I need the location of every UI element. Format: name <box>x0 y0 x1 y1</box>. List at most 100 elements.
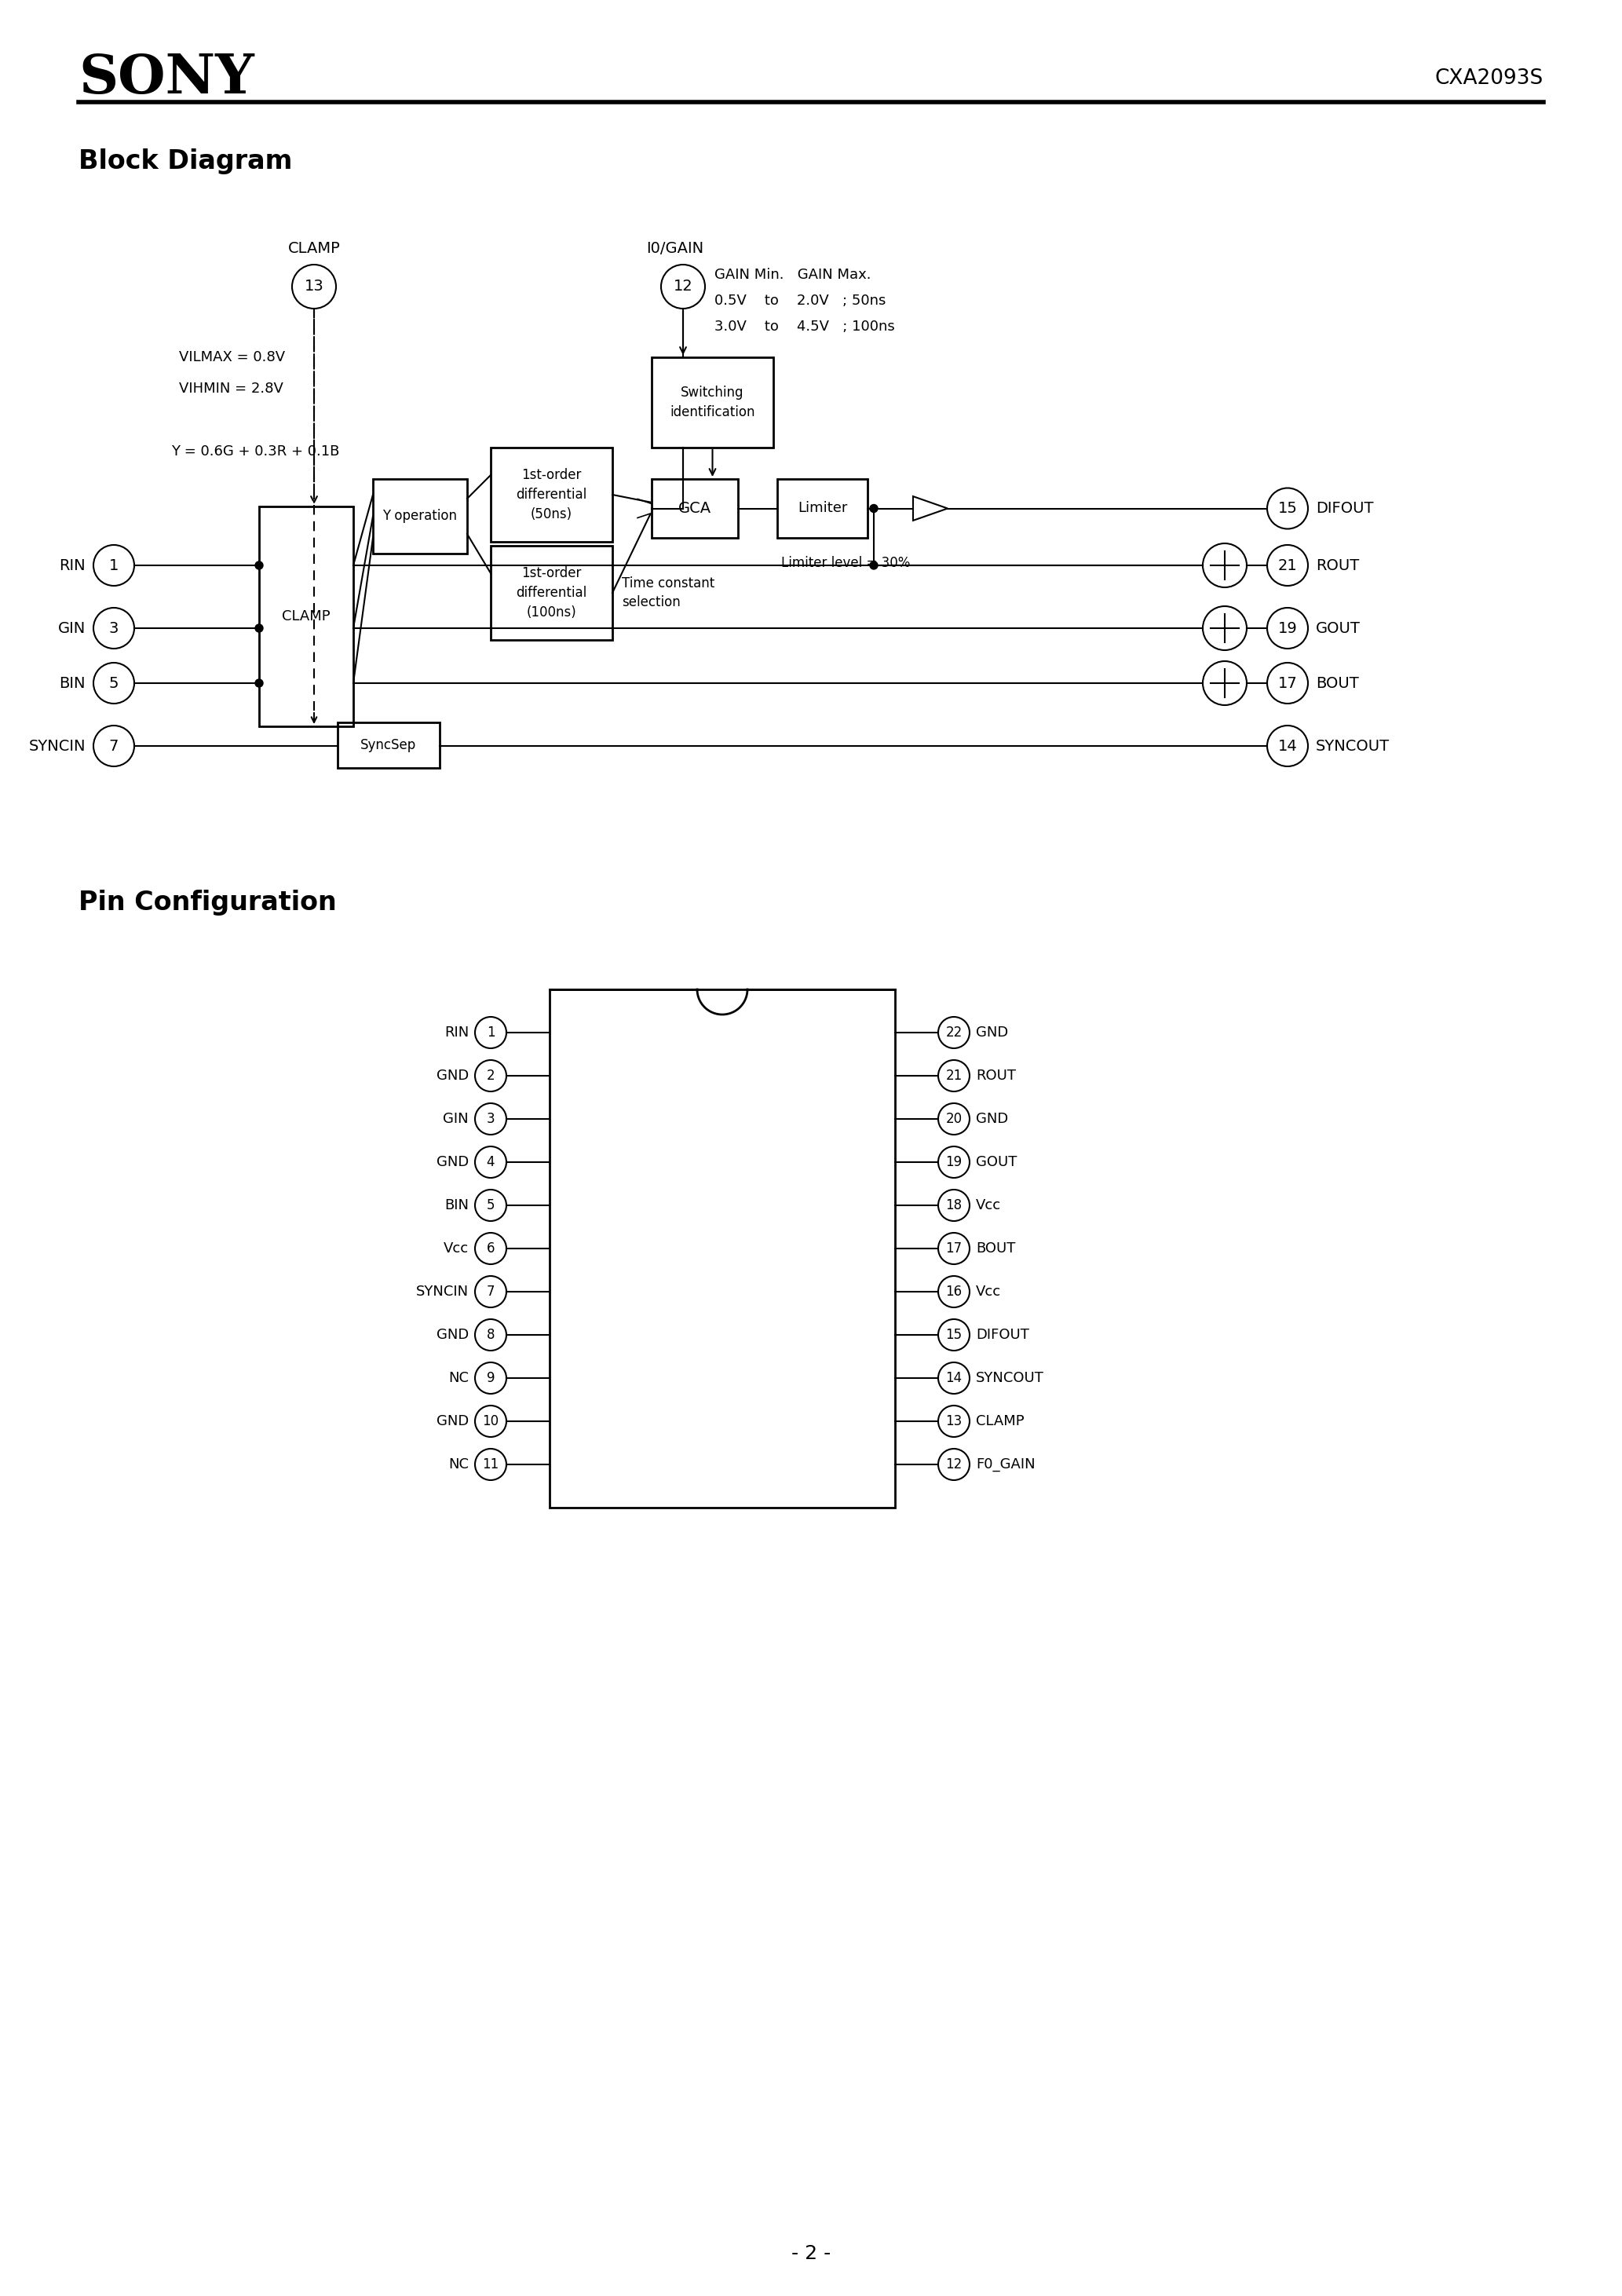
Text: GND: GND <box>436 1414 469 1428</box>
Text: Vcc: Vcc <box>976 1199 1001 1212</box>
Circle shape <box>255 563 263 569</box>
Text: 16: 16 <box>946 1286 962 1300</box>
Text: 7: 7 <box>109 739 118 753</box>
Text: GND: GND <box>436 1068 469 1084</box>
Circle shape <box>869 563 878 569</box>
Text: GAIN Min.   GAIN Max.: GAIN Min. GAIN Max. <box>714 269 871 282</box>
Text: SONY: SONY <box>78 53 255 106</box>
Text: Time constant
selection: Time constant selection <box>621 576 715 611</box>
Text: 3.0V    to    4.5V   ; 100ns: 3.0V to 4.5V ; 100ns <box>714 319 895 333</box>
Text: 12: 12 <box>673 280 693 294</box>
Text: 20: 20 <box>946 1111 962 1125</box>
Text: CLAMP: CLAMP <box>287 241 341 257</box>
Text: RIN: RIN <box>444 1026 469 1040</box>
Text: 21: 21 <box>1278 558 1298 572</box>
Text: Limiter level = 30%: Limiter level = 30% <box>782 556 910 569</box>
Text: VIHMIN = 2.8V: VIHMIN = 2.8V <box>178 381 284 395</box>
Text: GND: GND <box>436 1155 469 1169</box>
Text: I0/GAIN: I0/GAIN <box>647 241 704 257</box>
Circle shape <box>869 505 878 512</box>
Text: 11: 11 <box>482 1458 500 1472</box>
Text: 21: 21 <box>946 1068 962 1084</box>
Text: BOUT: BOUT <box>1315 675 1359 691</box>
Text: NC: NC <box>448 1458 469 1472</box>
Text: 13: 13 <box>305 280 324 294</box>
Text: GND: GND <box>976 1026 1009 1040</box>
Text: 6: 6 <box>487 1242 495 1256</box>
Bar <box>373 480 467 553</box>
Text: GIN: GIN <box>443 1111 469 1125</box>
Text: 19: 19 <box>1278 620 1298 636</box>
Text: VILMAX = 0.8V: VILMAX = 0.8V <box>178 351 285 365</box>
Bar <box>652 358 774 448</box>
Text: GND: GND <box>976 1111 1009 1125</box>
Text: 10: 10 <box>482 1414 500 1428</box>
Text: 19: 19 <box>946 1155 962 1169</box>
Text: Switching
identification: Switching identification <box>670 386 756 420</box>
Text: 2: 2 <box>487 1068 495 1084</box>
Text: Y operation: Y operation <box>383 510 457 523</box>
Text: 17: 17 <box>946 1242 962 1256</box>
Text: 1st-order
differential
(100ns): 1st-order differential (100ns) <box>516 567 587 620</box>
Text: - 2 -: - 2 - <box>792 2243 830 2264</box>
Text: Y = 0.6G + 0.3R + 0.1B: Y = 0.6G + 0.3R + 0.1B <box>172 445 339 459</box>
Text: SyncSep: SyncSep <box>360 737 417 753</box>
Text: SYNCOUT: SYNCOUT <box>976 1371 1045 1384</box>
Text: NC: NC <box>448 1371 469 1384</box>
Text: 3: 3 <box>109 620 118 636</box>
Text: DIFOUT: DIFOUT <box>1315 501 1374 517</box>
Text: 1: 1 <box>109 558 118 572</box>
Text: 1st-order
differential
(50ns): 1st-order differential (50ns) <box>516 468 587 521</box>
Bar <box>491 546 613 641</box>
Text: Block Diagram: Block Diagram <box>78 147 292 174</box>
Text: DIFOUT: DIFOUT <box>976 1327 1028 1341</box>
Text: GOUT: GOUT <box>1315 620 1361 636</box>
Bar <box>337 723 440 767</box>
Text: GOUT: GOUT <box>976 1155 1017 1169</box>
Text: 22: 22 <box>946 1026 962 1040</box>
Text: Vcc: Vcc <box>443 1242 469 1256</box>
Text: ROUT: ROUT <box>1315 558 1359 572</box>
Bar <box>260 507 354 726</box>
Text: BOUT: BOUT <box>976 1242 1015 1256</box>
Circle shape <box>255 680 263 687</box>
Text: 14: 14 <box>946 1371 962 1384</box>
Text: BIN: BIN <box>60 675 86 691</box>
Text: ROUT: ROUT <box>976 1068 1015 1084</box>
Text: 5: 5 <box>487 1199 495 1212</box>
Text: 9: 9 <box>487 1371 495 1384</box>
Text: 12: 12 <box>946 1458 962 1472</box>
Text: CLAMP: CLAMP <box>282 608 331 625</box>
Text: 17: 17 <box>1278 675 1298 691</box>
Text: SYNCIN: SYNCIN <box>29 739 86 753</box>
Text: 1: 1 <box>487 1026 495 1040</box>
Text: SYNCOUT: SYNCOUT <box>1315 739 1390 753</box>
Text: SYNCIN: SYNCIN <box>415 1286 469 1300</box>
Text: 3: 3 <box>487 1111 495 1125</box>
Text: 15: 15 <box>1278 501 1298 517</box>
Text: 0.5V    to    2.0V   ; 50ns: 0.5V to 2.0V ; 50ns <box>714 294 886 308</box>
Bar <box>652 480 738 537</box>
Bar <box>491 448 613 542</box>
Text: CXA2093S: CXA2093S <box>1435 69 1544 90</box>
Text: CLAMP: CLAMP <box>976 1414 1023 1428</box>
Text: 14: 14 <box>1278 739 1298 753</box>
Text: Pin Configuration: Pin Configuration <box>78 891 337 916</box>
Text: 4: 4 <box>487 1155 495 1169</box>
Text: RIN: RIN <box>58 558 86 572</box>
Text: 7: 7 <box>487 1286 495 1300</box>
Circle shape <box>255 625 263 631</box>
Text: 15: 15 <box>946 1327 962 1341</box>
Text: GIN: GIN <box>58 620 86 636</box>
Text: 18: 18 <box>946 1199 962 1212</box>
Text: Vcc: Vcc <box>976 1286 1001 1300</box>
Text: BIN: BIN <box>444 1199 469 1212</box>
Text: 8: 8 <box>487 1327 495 1341</box>
Text: GND: GND <box>436 1327 469 1341</box>
Text: 5: 5 <box>109 675 118 691</box>
Text: GCA: GCA <box>678 501 712 517</box>
Bar <box>550 990 895 1508</box>
Text: Limiter: Limiter <box>798 501 847 517</box>
Text: F0_GAIN: F0_GAIN <box>976 1458 1035 1472</box>
Text: 13: 13 <box>946 1414 962 1428</box>
